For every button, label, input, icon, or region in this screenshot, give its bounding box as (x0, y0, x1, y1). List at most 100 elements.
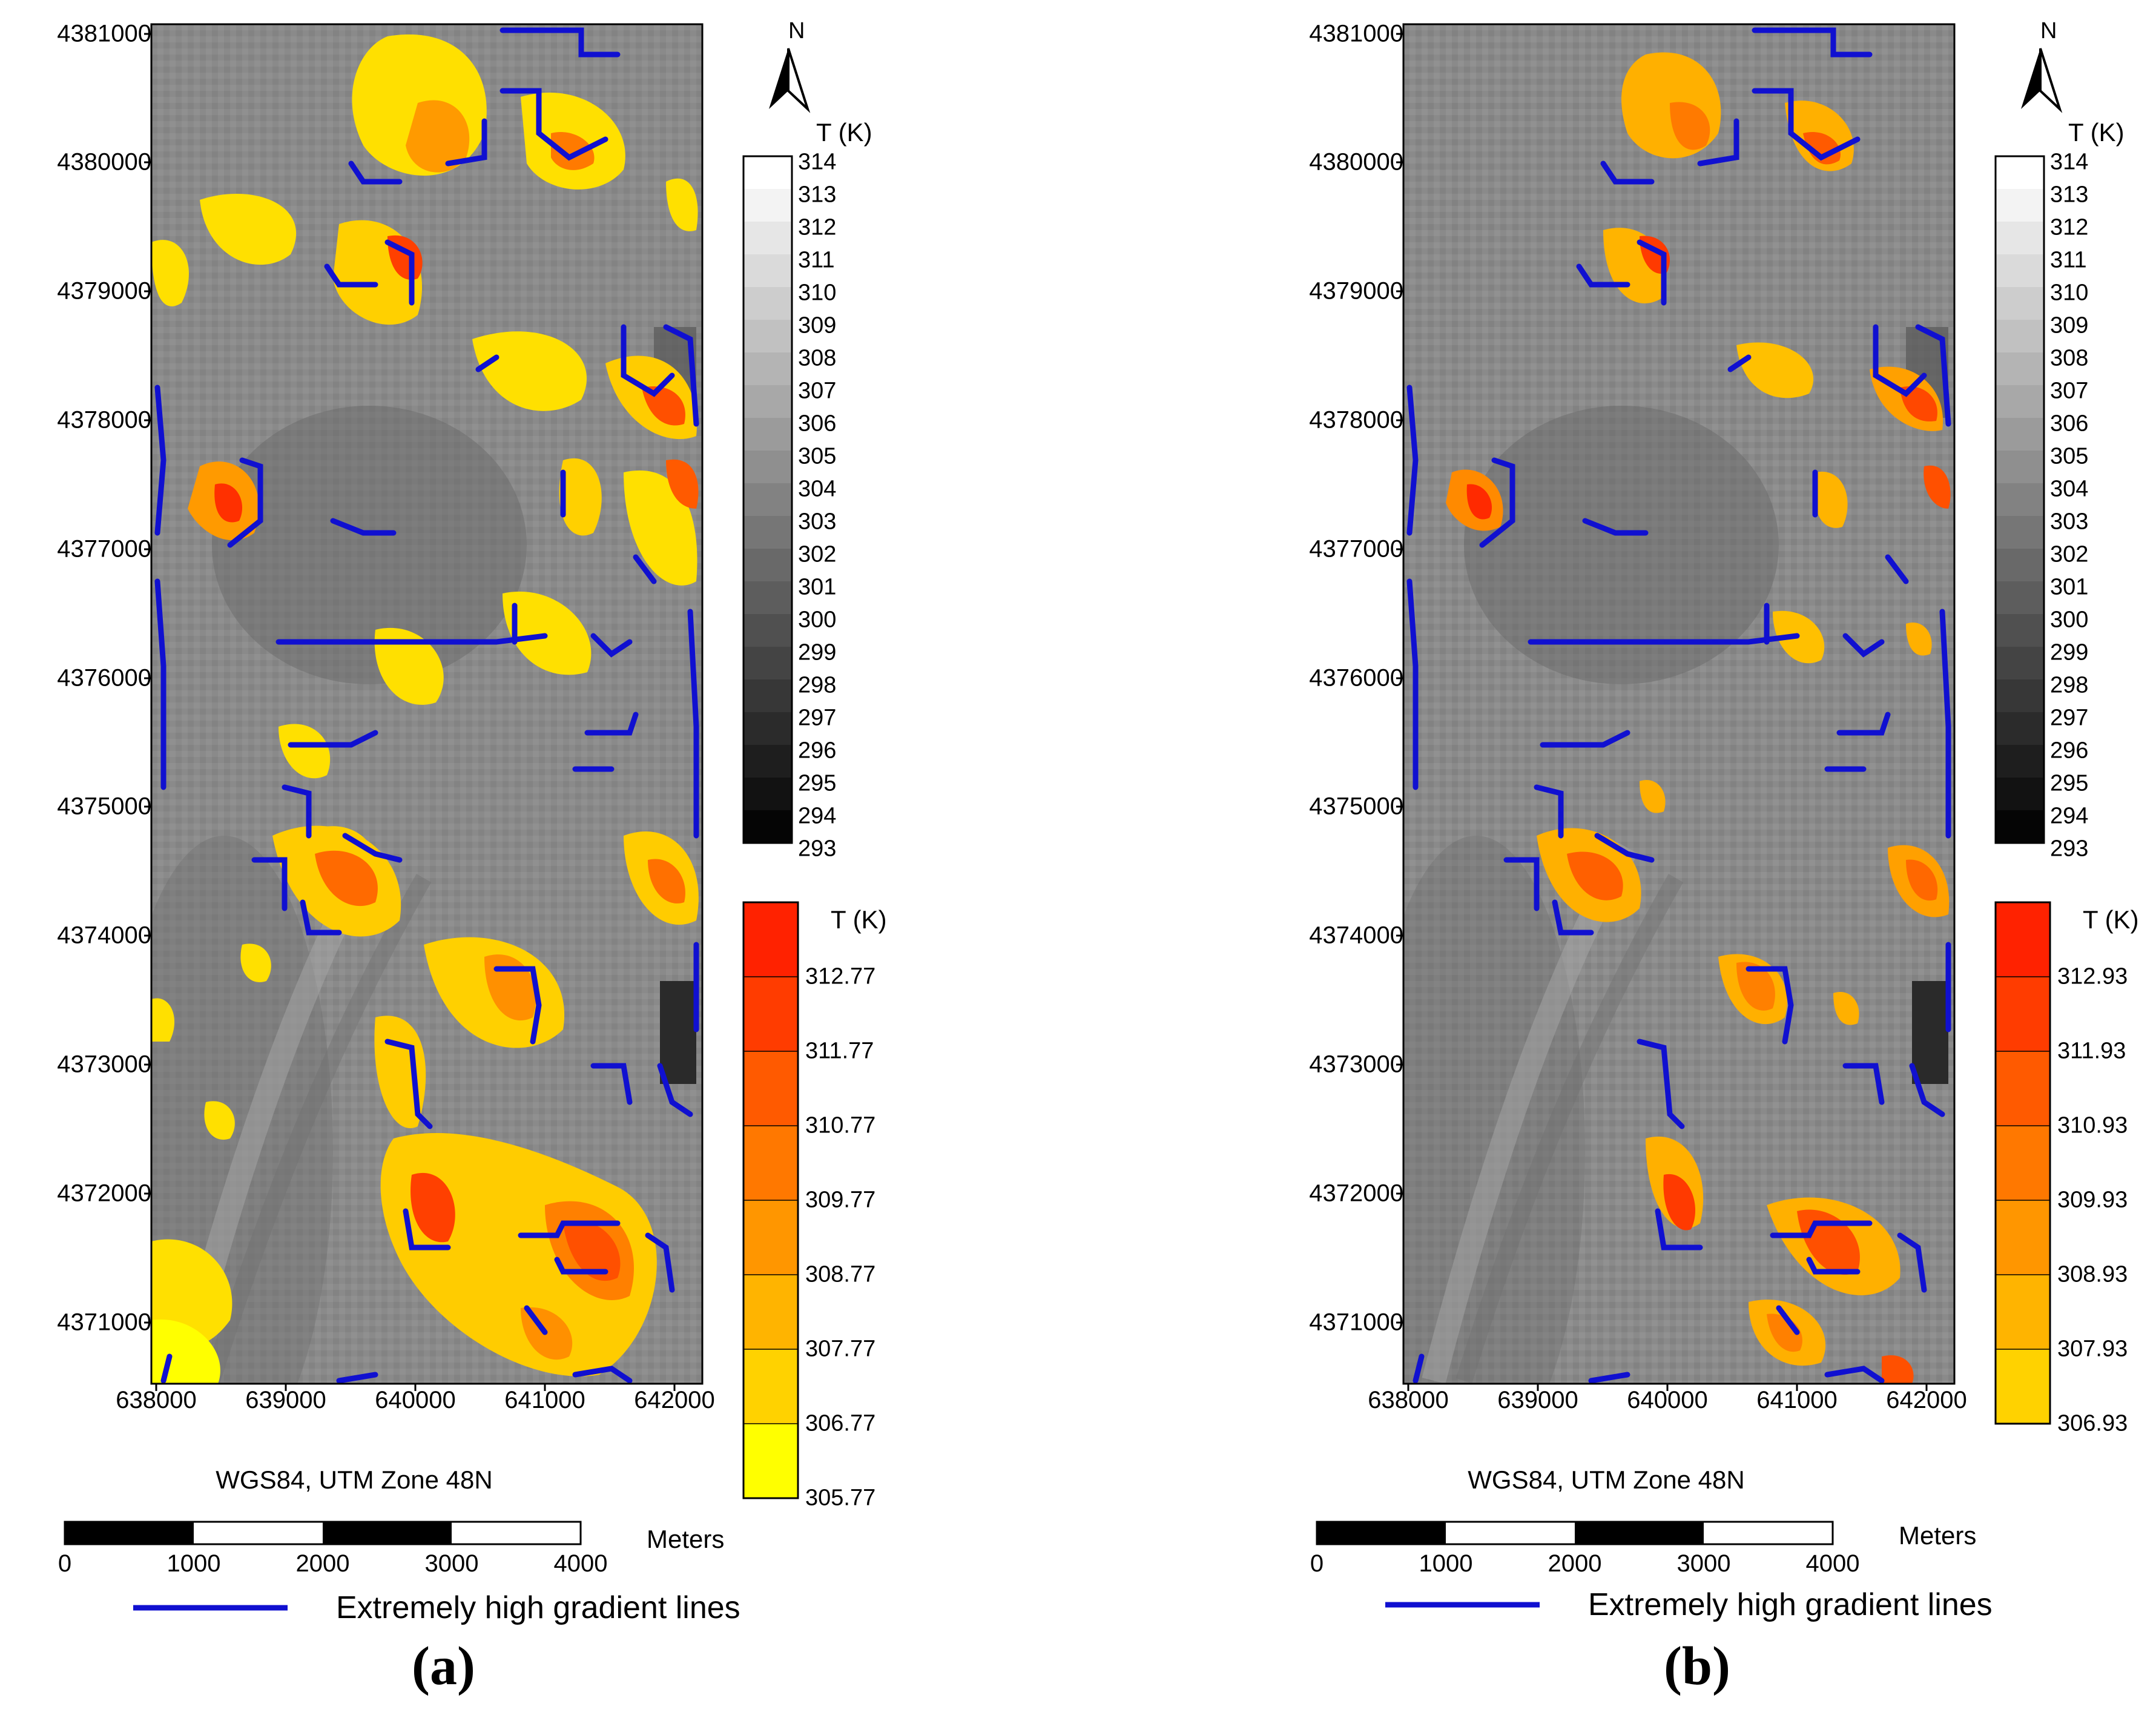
y-tick-label: 4378000 (57, 406, 151, 434)
y-tick-label: 4373000 (57, 1051, 151, 1078)
hot-colorbar-swatch (1996, 902, 2050, 977)
y-tick-label: 4380000 (57, 148, 151, 176)
gray-colorbar-swatch (1996, 483, 2044, 517)
gray-colorbar-label: 311 (2050, 247, 2087, 273)
hot-colorbar-swatch (743, 1275, 798, 1350)
hot-colorbar-swatch (743, 1424, 798, 1499)
gray-colorbar-swatch (743, 614, 792, 647)
x-tick-label: 642000 (634, 1387, 715, 1413)
hot-colorbar-frame (742, 901, 799, 1499)
crs-label: WGS84, UTM Zone 48N (216, 1465, 493, 1494)
scale-tick-label: 1000 (166, 1550, 221, 1577)
hot-colorbar-swatch (1996, 1349, 2050, 1424)
y-tick-label: 4373000 (1309, 1051, 1403, 1078)
hot-colorbar-swatch (1996, 1051, 2050, 1126)
gray-colorbar-label: 304 (798, 476, 837, 502)
x-tick-label: 639000 (1497, 1387, 1578, 1413)
scale-unit-label: Meters (1899, 1521, 1977, 1550)
gray-colorbar-swatch (743, 647, 792, 680)
gray-colorbar-swatch (1996, 745, 2044, 778)
hot-colorbar-label: 306.93 (2057, 1410, 2128, 1436)
gray-colorbar-swatch (1996, 418, 2044, 451)
y-tick-label: 4372000 (57, 1180, 151, 1207)
hot-colorbar-label: 309.77 (805, 1187, 876, 1213)
gray-colorbar-label: 314 (798, 149, 837, 175)
x-tick-label: 641000 (504, 1387, 585, 1413)
gray-colorbar-label: 309 (798, 312, 837, 339)
y-tick-label: 4374000 (1309, 922, 1403, 949)
thermal-texture (1403, 327, 1948, 1384)
gray-colorbar-swatch (743, 549, 792, 582)
hot-colorbar-label: 306.77 (805, 1410, 876, 1436)
gray-colorbar-swatch (1996, 385, 2044, 418)
hot-colorbar-label: 309.93 (2057, 1187, 2128, 1213)
scale-tick-label: 3000 (424, 1550, 479, 1577)
y-tick-label: 4379000 (1309, 277, 1403, 305)
x-tick-label: 640000 (375, 1387, 456, 1413)
gray-colorbar-label: 313 (2050, 182, 2089, 208)
gray-colorbar-label: 295 (2050, 770, 2089, 796)
gray-colorbar-swatch (743, 287, 792, 320)
hot-colorbar-label: 305.77 (805, 1485, 876, 1511)
gray-colorbar-label: 309 (2050, 312, 2089, 339)
gray-colorbar (1994, 155, 2045, 844)
gray-colorbar-label: 303 (2050, 509, 2089, 535)
y-tick-label: 4376000 (57, 664, 151, 692)
scale-tick-label: 3000 (1676, 1550, 1731, 1577)
gray-colorbar-label: 297 (798, 705, 837, 731)
gray-colorbar-label: 306 (798, 411, 837, 437)
gray-colorbar-label: 302 (2050, 541, 2089, 567)
gray-colorbar-label: 304 (2050, 476, 2089, 502)
x-tick-label: 638000 (1368, 1387, 1449, 1413)
hot-colorbar-swatch (743, 1126, 798, 1201)
gray-colorbar-swatch (1996, 254, 2044, 288)
gray-colorbar-label: 314 (2050, 149, 2089, 175)
gray-colorbar-swatch (743, 778, 792, 811)
gray-colorbar-label: 302 (798, 541, 837, 567)
gray-colorbar-swatch (743, 189, 792, 222)
gray-colorbar-swatch (743, 745, 792, 778)
gray-colorbar-label: 300 (798, 607, 837, 633)
gray-colorbar-swatch (743, 679, 792, 713)
gray-colorbar-swatch (743, 254, 792, 288)
gray-colorbar-swatch (1996, 614, 2044, 647)
hot-colorbar-swatch (1996, 1200, 2050, 1275)
gray-colorbar-label: 307 (2050, 378, 2089, 404)
hot-colorbar-label: 312.93 (2057, 963, 2128, 990)
hot-colorbar-swatch (743, 977, 798, 1052)
y-tick-label: 4371000 (1309, 1309, 1403, 1336)
gray-colorbar-label: 308 (798, 345, 837, 371)
gray-colorbar-label: 305 (798, 443, 837, 469)
gray-colorbar-label: 301 (798, 574, 837, 600)
map-svg-a (64, 23, 811, 1611)
y-tick-label: 4375000 (57, 793, 151, 820)
scale-bar (1316, 1521, 1834, 1545)
gray-colorbar-label: 303 (798, 509, 837, 535)
north-label: N (788, 18, 805, 44)
hot-colorbar-label: 312.77 (805, 963, 876, 990)
gray-colorbar-label: 293 (2050, 836, 2089, 862)
hot-colorbar-label: 311.93 (2057, 1038, 2126, 1064)
hot-colorbar (1994, 901, 2051, 1425)
gradient-lines (154, 27, 699, 1384)
scale-tick-label: 0 (58, 1550, 72, 1577)
gray-colorbar-label: 298 (798, 672, 837, 698)
north-arrow-icon (2021, 48, 2063, 113)
map-frame (1402, 23, 1956, 1385)
gray-colorbar-label: 312 (2050, 214, 2089, 240)
gray-colorbar-title: T (K) (816, 118, 872, 147)
hot-colorbar-label: 311.77 (805, 1038, 874, 1064)
map-frame (150, 23, 704, 1385)
gray-colorbar-swatch (743, 483, 792, 517)
gray-colorbar-swatch (1996, 352, 2044, 386)
panel-caption: (b) (1664, 1636, 1730, 1696)
gray-colorbar-label: 313 (798, 182, 837, 208)
legend-label: Extremely high gradient lines (336, 1590, 740, 1625)
hot-colorbar-frame (1994, 901, 2051, 1425)
hot-colorbar-swatch (1996, 1275, 2050, 1350)
x-tick-label: 640000 (1627, 1387, 1708, 1413)
gray-colorbar-swatch (743, 385, 792, 418)
gray-colorbar-swatch (1996, 451, 2044, 484)
gray-colorbar-label: 295 (798, 770, 837, 796)
gray-colorbar-label: 294 (2050, 803, 2089, 829)
